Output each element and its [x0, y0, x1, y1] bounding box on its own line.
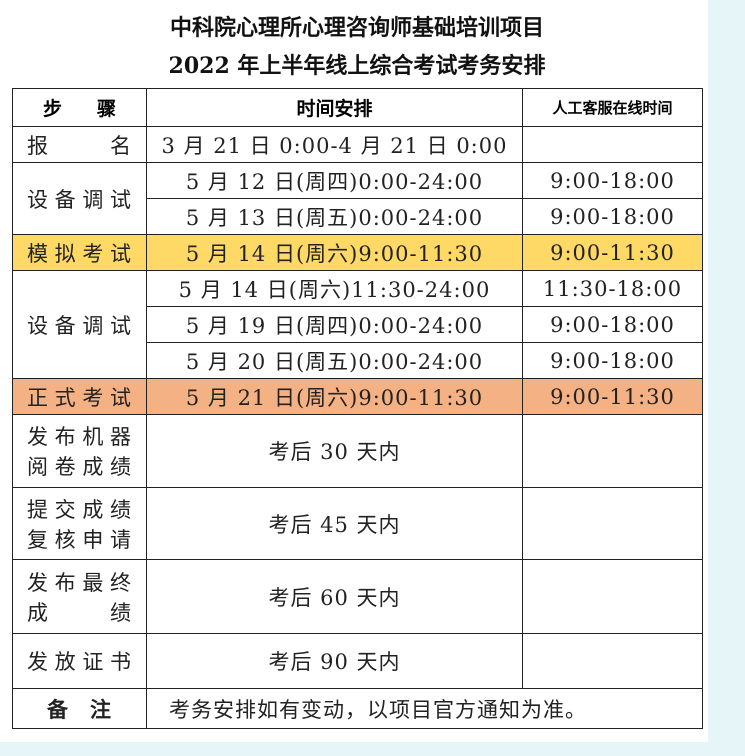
step-cell: 提交成绩 复核申请 [12, 487, 147, 560]
time-cell: 考后 30 天内 [146, 414, 523, 488]
row: 模拟考试 5 月 14 日(周六)9:00-11:30 9:00-11:30 [12, 234, 703, 271]
time-cell: 5 月 12 日(周四)0:00-24:00 [146, 162, 523, 199]
step-cell: 发放证书 [12, 633, 147, 689]
title-line: 2022 年上半年线上综合考试考务安排 [168, 53, 546, 79]
step-line: 发布机器 [27, 425, 132, 449]
note-row: 备注 考务安排如有变动，以项目官方通知为准。 [12, 688, 703, 729]
service-cell: 9:00-18:00 [522, 306, 703, 343]
service-cell [522, 559, 703, 634]
step-cell: 模拟考试 [12, 234, 147, 271]
note-text: 考务安排如有变动，以项目官方通知为准。 [146, 688, 703, 729]
time-cell: 5 月 20 日(周五)0:00-24:00 [146, 342, 523, 379]
row: 发布机器阅卷成绩 考后 30 天内 [12, 414, 703, 488]
row: 5 月 13 日(周五)0:00-24:00 9:00-18:00 [13, 198, 703, 235]
step-line: 复核申请 [27, 527, 132, 552]
time-cell: 考后 90 天内 [146, 633, 523, 689]
service-cell [522, 414, 703, 488]
step-line: 成绩 [27, 600, 132, 625]
time-cell: 考后 45 天内 [146, 487, 523, 560]
step-line: 阅卷成绩 [27, 455, 132, 479]
step-line: 发布最终 [27, 570, 132, 595]
header-cell: 人工客服在线时间 [522, 88, 703, 127]
step-cell: 报名 [12, 126, 147, 163]
header-cell: 时间安排 [146, 88, 523, 127]
step-cell: 正式考试 [12, 378, 147, 415]
row: 报名 3 月 21 日 0:00-4 月 21 日 0:00 [12, 126, 703, 163]
time-cell: 5 月 19 日(周四)0:00-24:00 [146, 306, 523, 343]
row: 提交成绩复核申请 考后 45 天内 [12, 487, 703, 560]
schedule-table: 步骤 时间安排 人工客服在线时间 报名 3 月 21 日 0:00-4 月 21… [12, 88, 703, 729]
service-cell [522, 487, 703, 560]
sheet: 中科院心理所心理咨询师基础培训项目 2022 年上半年线上综合考试考务安排 步骤… [0, 0, 708, 742]
header-cell: 步骤 [12, 88, 147, 127]
step-cell: 设备调试 [12, 270, 147, 379]
service-cell [522, 633, 703, 689]
step-line: 提交成绩 [27, 497, 132, 522]
service-cell: 11:30-18:00 [522, 270, 703, 307]
service-cell: 9:00-11:30 [522, 234, 703, 271]
time-cell: 5 月 21 日(周六)9:00-11:30 [146, 378, 523, 415]
header-row: 步骤 时间安排 人工客服在线时间 [12, 88, 703, 127]
row: 发布最终成绩 考后 60 天内 [12, 559, 703, 634]
row: 正式考试 5 月 21 日(周六)9:00-11:30 9:00-11:30 [12, 378, 703, 415]
row: 设备调试 5 月 14 日(周六)11:30-24:00 11:30-18:00 [12, 270, 703, 379]
service-cell: 9:00-18:00 [522, 162, 703, 199]
step-cell: 发布最终 成绩 [12, 559, 147, 634]
step-cell: 发布机器 阅卷成绩 [12, 414, 147, 488]
note-label: 备注 [12, 688, 147, 729]
time-cell: 5 月 14 日(周六)9:00-11:30 [146, 234, 523, 271]
step-cell: 设备调试 [12, 162, 147, 235]
service-cell: 9:00-18:00 [522, 342, 703, 379]
service-cell [522, 126, 703, 163]
time-cell: 考后 60 天内 [146, 559, 523, 634]
time-cell: 3 月 21 日 0:00-4 月 21 日 0:00 [146, 126, 523, 163]
service-cell: 9:00-11:30 [522, 378, 703, 415]
title-line: 中科院心理所心理咨询师基础培训项目 [169, 15, 544, 41]
time-cell: 5 月 13 日(周五)0:00-24:00 [146, 198, 523, 235]
row: 设备调试 5 月 12 日(周四)0:00-24:00 9:00-18:00 [12, 162, 703, 235]
row: 发放证书 考后 90 天内 [12, 633, 703, 689]
service-cell: 9:00-18:00 [522, 198, 703, 235]
time-cell: 5 月 14 日(周六)11:30-24:00 [146, 270, 523, 307]
